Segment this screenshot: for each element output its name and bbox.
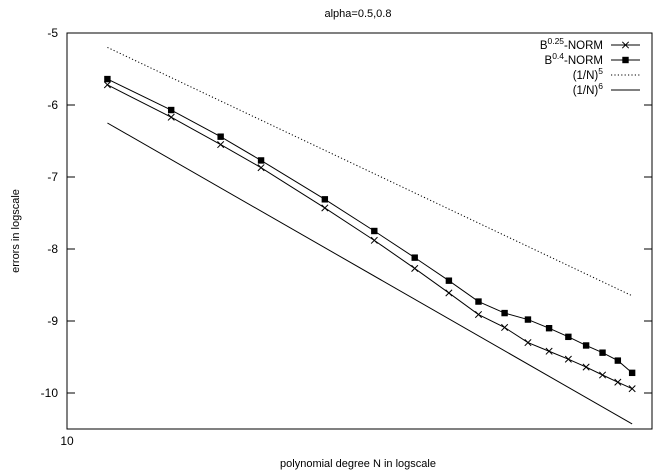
series-layer [103, 46, 636, 425]
legend-label-rest: -NORM [564, 40, 603, 52]
data-point [582, 342, 590, 349]
data-point [321, 204, 329, 212]
legend-label-rest: -NORM [564, 55, 603, 67]
legend-label: (1/N)6​ [573, 81, 604, 97]
legend-label: B0.4-NORM [545, 51, 603, 67]
x-axis-label: polynomial degree N in logscale [280, 458, 436, 470]
data-point [545, 325, 553, 332]
data-point [411, 264, 419, 272]
legend-marker [622, 56, 629, 64]
legend-label-base: B [545, 55, 553, 67]
data-point [598, 371, 607, 379]
data-point [411, 254, 418, 261]
data-point [524, 316, 532, 323]
series-line [107, 122, 633, 425]
data-point [501, 309, 508, 317]
data-point [564, 355, 572, 363]
data-point [475, 298, 482, 305]
legend-label: (1/N)5​ [573, 66, 604, 82]
legend-marker [621, 41, 630, 49]
axis-ticks: -5 -6 -7 -8 -9 -10 10 [41, 26, 652, 448]
series-0 [103, 81, 636, 393]
legend-label-base: (1/N) [573, 85, 599, 97]
data-point [545, 347, 553, 355]
legend-label-base: (1/N) [573, 70, 599, 82]
data-point [474, 310, 483, 319]
data-point [103, 81, 111, 89]
series-line [107, 46, 633, 297]
data-point [257, 157, 265, 164]
data-point [167, 113, 175, 121]
data-point [167, 106, 175, 114]
y-axis-label: errors in logscale [10, 189, 22, 273]
legend-label-sup: 5 [598, 66, 603, 76]
y-tick-label: -9 [47, 314, 58, 328]
x-tick-label: 10 [60, 434, 74, 448]
data-point [614, 357, 622, 364]
y-tick-label: -10 [41, 386, 59, 400]
legend-label-sup: 6 [598, 81, 603, 91]
data-point [104, 75, 111, 83]
data-point [614, 378, 622, 386]
data-point [628, 385, 636, 393]
series-3 [107, 122, 633, 425]
y-tick-label: -6 [47, 98, 58, 112]
y-tick-label: -5 [47, 26, 58, 40]
legend-label-sup: 0.25 [547, 36, 564, 46]
series-line [107, 78, 633, 374]
data-point [371, 227, 378, 235]
legend-label-sup: 0.4 [552, 51, 564, 61]
data-point [217, 141, 225, 149]
data-point [445, 289, 453, 297]
series-2 [107, 46, 633, 297]
data-point [628, 369, 636, 377]
data-point [445, 277, 453, 284]
series-1 [104, 75, 636, 377]
legend-label-base: B [540, 40, 548, 52]
plot-frame [66, 32, 653, 430]
data-point [565, 333, 572, 341]
data-point [599, 349, 606, 356]
data-point [257, 164, 265, 172]
chart-title: alpha=0.5,0.8 [325, 8, 392, 20]
data-point [370, 236, 378, 244]
series-line [107, 84, 633, 390]
y-tick-label: -8 [47, 242, 58, 256]
data-point [524, 339, 532, 347]
data-point [582, 363, 590, 371]
data-point [321, 196, 329, 203]
data-point [217, 133, 224, 140]
legend-label: B0.25-NORM [540, 36, 603, 52]
y-tick-label: -7 [47, 170, 58, 184]
data-point [501, 323, 509, 332]
